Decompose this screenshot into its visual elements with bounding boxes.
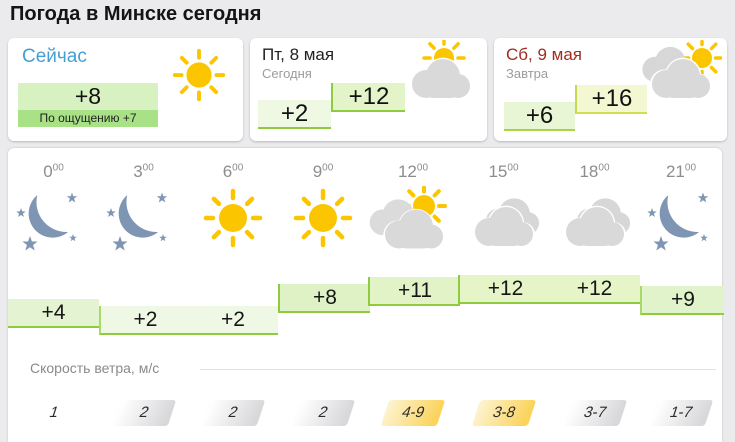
sun-icon bbox=[168, 44, 230, 111]
wind-value: 1 bbox=[46, 404, 61, 421]
time-label: 1800 bbox=[579, 162, 610, 181]
tomorrow-date: Сб, 9 мая bbox=[506, 45, 582, 64]
wind-value: 2 bbox=[278, 400, 368, 428]
today-night-temp: +2 bbox=[258, 100, 331, 129]
wind-value: 3-8 bbox=[458, 400, 549, 428]
wind-value: 4-9 bbox=[368, 400, 458, 428]
card-today[interactable]: Пт, 8 мая Сегодня +2 +12 bbox=[250, 38, 487, 141]
sun-behind-cloud-icon bbox=[402, 39, 482, 105]
hourly-temp: +2 bbox=[99, 306, 190, 335]
moon-stars-icon bbox=[640, 186, 722, 254]
sun-icon bbox=[188, 186, 278, 254]
tomorrow-caption: Завтра bbox=[506, 66, 549, 81]
card-tomorrow[interactable]: Сб, 9 мая Завтра +6 +16 bbox=[494, 38, 727, 141]
sun-icon bbox=[278, 186, 368, 254]
now-label: Сейчас bbox=[22, 46, 87, 67]
hourly-temp: +11 bbox=[368, 277, 460, 306]
wind-value: 1-7 bbox=[640, 400, 722, 428]
hourly-temp: +12 bbox=[458, 275, 551, 304]
hourly-temp: +8 bbox=[278, 284, 370, 313]
hourly-forecast-panel: 000 300 600 900 1200 1500 1800 2100 +4 +… bbox=[8, 148, 724, 442]
moon-stars-icon bbox=[8, 186, 99, 254]
hourly-temp: +2 bbox=[188, 306, 278, 335]
hourly-temp: +9 bbox=[640, 286, 724, 315]
tomorrow-night-temp: +6 bbox=[504, 102, 575, 131]
wind-speed-label: Скорость ветра, м/с bbox=[30, 360, 160, 376]
feels-like: По ощущению +7 bbox=[18, 110, 158, 127]
clouds-with-sun-icon bbox=[640, 39, 723, 107]
hourly-temp: +4 bbox=[8, 299, 99, 328]
today-caption: Сегодня bbox=[262, 66, 312, 81]
today-date: Пт, 8 мая bbox=[262, 45, 335, 64]
wind-value: 3-7 bbox=[549, 400, 640, 428]
wind-value: 2 bbox=[99, 400, 188, 428]
divider bbox=[200, 369, 716, 370]
time-label: 600 bbox=[222, 162, 244, 181]
hourly-temp: +12 bbox=[549, 275, 640, 304]
page-title: Погода в Минске сегодня bbox=[10, 3, 262, 25]
time-label: 1200 bbox=[397, 162, 429, 181]
clouds-icon bbox=[549, 186, 640, 254]
time-label: 1500 bbox=[488, 162, 519, 181]
tomorrow-day-temp: +16 bbox=[575, 85, 647, 114]
moon-stars-icon bbox=[99, 186, 188, 254]
sun-behind-clouds-icon bbox=[368, 186, 458, 254]
time-label: 900 bbox=[312, 162, 334, 181]
current-temperature: +8 bbox=[18, 83, 158, 110]
time-label: 300 bbox=[133, 162, 154, 181]
today-day-temp: +12 bbox=[331, 83, 405, 112]
time-label: 000 bbox=[43, 162, 64, 181]
clouds-icon bbox=[458, 186, 549, 254]
card-now[interactable]: Сейчас +8 По ощущению +7 bbox=[8, 38, 243, 141]
time-label: 2100 bbox=[665, 162, 697, 181]
wind-value: 2 bbox=[188, 400, 278, 428]
